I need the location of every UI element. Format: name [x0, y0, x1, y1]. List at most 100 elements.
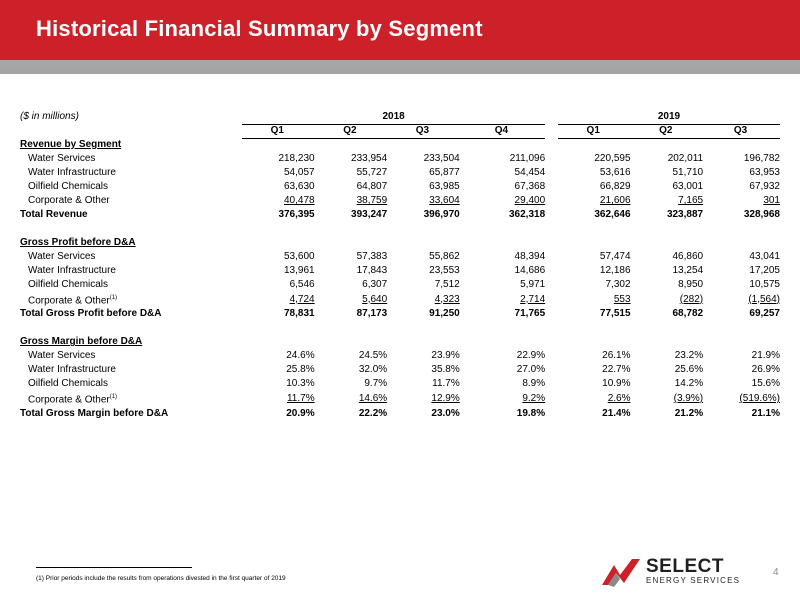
label-text: Corporate & Other	[28, 295, 110, 307]
value-cell: 13,254	[631, 264, 704, 278]
units-label: ($ in millions)	[20, 111, 79, 122]
row-label: Corporate & Other(1)	[20, 292, 242, 307]
value-cell: 55,727	[315, 166, 388, 180]
value-cell: 8.9%	[460, 377, 545, 391]
value-text: 26.1%	[602, 350, 631, 362]
label-text: Oilfield Chemicals	[28, 181, 109, 192]
total-row: Total Gross Profit before D&A 78,831 87,17…	[20, 307, 780, 321]
value-cell: 63,953	[703, 166, 780, 180]
value-text: 71,765	[514, 308, 546, 320]
value-text: 65,877	[429, 167, 460, 178]
row-label: Water Infrastructure	[20, 166, 242, 180]
value-text: 233,504	[423, 153, 460, 164]
value-cell: (519.6%)	[703, 391, 780, 406]
value-cell: 54,454	[460, 166, 546, 180]
quarter-header: Q1	[242, 124, 315, 139]
label-text: Water Services	[28, 251, 96, 262]
value-text: 23.2%	[674, 350, 704, 362]
value-text: 54,057	[284, 167, 315, 178]
footnote-divider	[36, 567, 192, 568]
value-text: 23,553	[429, 265, 460, 276]
year-header-2018: 2018	[242, 110, 546, 125]
value-cell: 8,950	[631, 278, 703, 292]
value-cell: 38,759	[315, 194, 388, 208]
header-band: Historical Financial Summary by Segment	[0, 0, 800, 74]
value-cell: 69,257	[703, 307, 780, 321]
value-cell: 67,932	[703, 180, 780, 194]
value-cell: 21.1%	[703, 407, 780, 421]
value-cell: 5,640	[315, 292, 387, 307]
value-text: 67,932	[749, 181, 780, 192]
value-text: 10,575	[749, 279, 780, 290]
section-header-row: Gross Margin before D&A	[20, 335, 780, 349]
value-text: 11.7%	[286, 392, 315, 404]
value-cell: 24.6%	[242, 349, 314, 363]
value-cell: 33,604	[387, 194, 460, 208]
value-cell: 54,057	[242, 166, 315, 180]
value-cell: 22.2%	[315, 407, 387, 421]
value-cell: 35.8%	[387, 363, 459, 377]
value-text: 63,630	[284, 181, 315, 192]
value-text: 27.0%	[516, 364, 546, 376]
value-text: 13,254	[672, 265, 704, 276]
value-text: 11.7%	[432, 378, 460, 390]
value-cell: 48,394	[460, 250, 546, 264]
value-cell: 393,247	[315, 208, 387, 222]
value-text: 63,001	[672, 181, 704, 192]
value-cell: 14.2%	[631, 377, 703, 391]
value-text: 78,831	[284, 308, 315, 320]
value-cell: 362,646	[558, 208, 631, 222]
value-cell: 233,504	[387, 152, 460, 166]
value-text: (1,564)	[748, 293, 780, 305]
table-row: Water Services 218,230 233,954 233,504 211,0…	[20, 152, 780, 166]
value-cell: 376,395	[242, 208, 315, 222]
section-title: Revenue by Segment	[20, 138, 242, 152]
value-cell: 362,318	[460, 208, 545, 222]
label-text: Total Gross Profit before D&A	[20, 308, 162, 320]
value-text: 24.5%	[358, 350, 388, 362]
value-text: 87,173	[356, 308, 388, 320]
value-cell: 22.9%	[460, 349, 545, 363]
value-text: 220,595	[594, 153, 631, 164]
value-text: 6,546	[289, 279, 315, 290]
value-text: 12,186	[599, 265, 631, 276]
value-cell: 202,011	[631, 152, 703, 166]
value-cell: 29,400	[460, 194, 546, 208]
section-title: Gross Profit before D&A	[20, 236, 242, 250]
value-text: 362,646	[594, 209, 631, 220]
row-label: Water Infrastructure	[20, 363, 242, 377]
value-text: 19.8%	[516, 407, 546, 419]
value-cell: 23.2%	[631, 349, 704, 363]
value-text: 43,041	[749, 251, 780, 262]
table-row: Corporate & Other 40,478 38,759 33,604 29,40…	[20, 194, 780, 208]
value-cell: 2,714	[460, 292, 545, 307]
value-text: 218,230	[278, 153, 315, 164]
value-text: 67,368	[514, 181, 546, 192]
value-text: 17,843	[356, 265, 388, 276]
table-row: Oilfield Chemicals 63,630 64,807 63,985 67,3…	[20, 180, 780, 194]
value-cell: 9.2%	[460, 391, 545, 406]
value-cell: (282)	[631, 292, 703, 307]
table-row: Water Services 24.6% 24.5% 23.9% 22.9% 26.1% 2…	[20, 349, 780, 363]
value-text: 4,724	[289, 293, 315, 305]
value-text: 376,395	[278, 209, 315, 220]
value-cell: 55,862	[387, 250, 460, 264]
value-text: 55,727	[356, 167, 388, 178]
value-text: 54,454	[514, 167, 546, 178]
footnote: (1) Prior periods include the results fr…	[36, 575, 286, 582]
value-cell: 78,831	[242, 307, 315, 321]
value-text: 46,860	[672, 251, 704, 262]
value-text: 33,604	[429, 195, 460, 206]
value-text: 68,782	[672, 308, 704, 320]
value-cell: 11.7%	[242, 391, 315, 406]
row-label: Oilfield Chemicals	[20, 278, 242, 292]
value-text: 51,710	[672, 167, 704, 178]
value-text: 64,807	[356, 181, 388, 192]
value-cell: 68,782	[631, 307, 704, 321]
value-text: 4,323	[434, 293, 460, 305]
value-text: 20.9%	[286, 407, 315, 419]
value-cell: 22.7%	[558, 363, 630, 377]
table-row: Water Infrastructure 13,961 17,843 23,553 14…	[20, 264, 780, 278]
value-text: 233,954	[351, 153, 388, 164]
value-cell: 32.0%	[315, 363, 387, 377]
